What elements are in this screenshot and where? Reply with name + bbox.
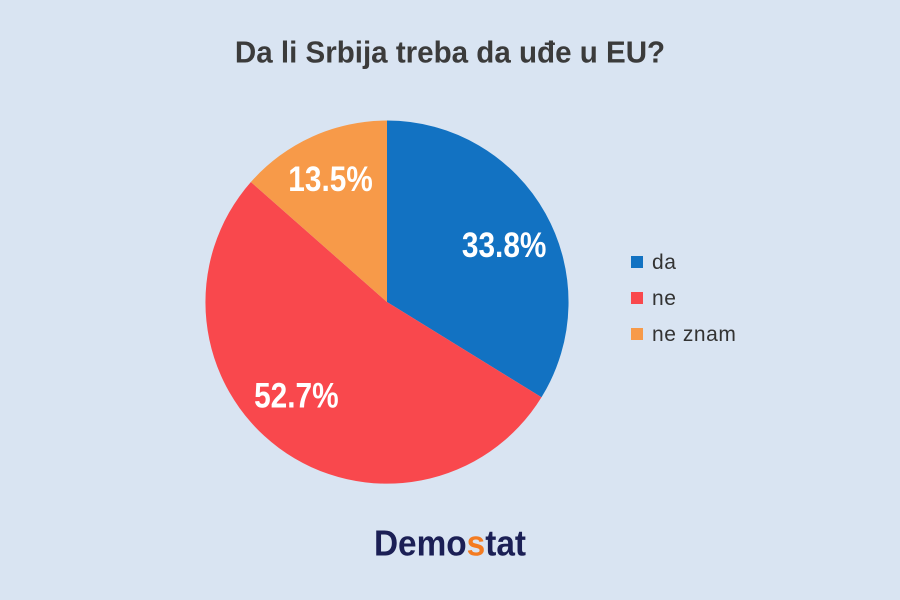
svg-text:Da li Srbija treba da uđe u EU: Da li Srbija treba da uđe u EU?	[235, 36, 665, 70]
svg-text:52.7%: 52.7%	[254, 377, 339, 416]
svg-text:13.5%: 13.5%	[288, 160, 373, 199]
svg-text:Demostat: Demostat	[374, 523, 526, 564]
svg-text:33.8%: 33.8%	[462, 226, 547, 265]
